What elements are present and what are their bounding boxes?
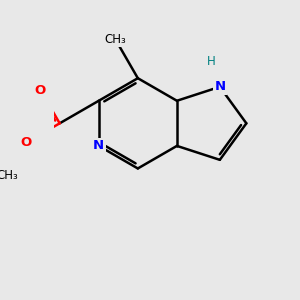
Text: O: O bbox=[21, 136, 32, 149]
Text: H: H bbox=[207, 55, 216, 68]
Text: CH₃: CH₃ bbox=[0, 169, 18, 182]
Text: N: N bbox=[214, 80, 225, 93]
Text: N: N bbox=[93, 140, 104, 152]
Text: CH₃: CH₃ bbox=[104, 33, 126, 46]
Text: O: O bbox=[35, 84, 46, 97]
